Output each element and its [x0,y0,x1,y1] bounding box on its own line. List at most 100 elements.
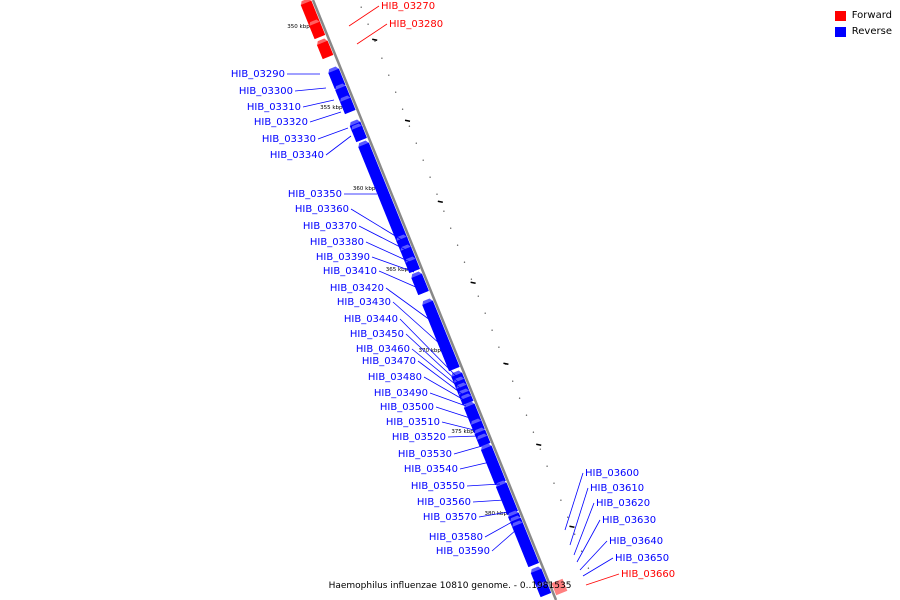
gene-label: HIB_03530 [398,449,452,460]
minor-tick-dot [553,482,555,484]
label-leader-line [582,557,614,577]
scale-tick-label: 375 kbp [451,429,474,435]
gene-block [309,21,326,40]
gene-block-bevel [537,581,548,588]
minor-tick-dot [546,465,548,467]
label-leader-line [399,318,457,377]
gene-label: HIB_03540 [404,464,458,475]
scale-tick-mark [470,281,476,284]
label-leader-line [459,461,491,470]
gene-label: HIB_03600 [585,468,639,479]
label-leader-line [358,225,407,251]
label-leader-line [405,333,459,383]
label-leader-line [348,5,380,27]
minor-tick-dot [450,227,452,229]
minor-tick-dot [518,397,521,399]
minor-tick-dot [477,295,479,297]
gene-label: HIB_03500 [380,402,434,413]
gene-label: HIB_03370 [303,221,357,232]
gene-block-bevel [335,83,346,90]
scale-tick-label: 370 kbp [419,348,442,354]
gene-block-bevel [309,19,320,26]
label-leader-line [576,519,601,563]
gene-block [480,445,506,486]
minor-tick-dot [415,142,417,144]
scale-tick-mark [503,362,509,365]
scale-tick-label: 355 kbp [320,105,343,111]
gene-block-bevel [460,393,472,400]
minor-tick-dot [443,210,445,212]
gene-label: HIB_03610 [590,483,644,494]
minor-tick-dot [532,431,535,433]
scale-tick-mark [372,38,378,41]
gene-label: HIB_03640 [609,536,663,547]
gene-block-bevel [496,480,507,487]
minor-tick-dot [560,499,562,501]
strand-legend: Forward Reverse [834,8,892,40]
gene-label: HIB_03310 [247,102,301,113]
gene-label: HIB_03560 [417,497,471,508]
gene-label: HIB_03430 [337,297,391,308]
gene-block-bevel [530,566,542,573]
minor-tick-dot [491,329,493,331]
label-leader-line [429,392,467,407]
gene-label: HIB_03360 [295,204,349,215]
label-leader-line [309,111,342,123]
gene-label: HIB_03410 [323,266,377,277]
gene-block [316,40,334,60]
reverse-swatch [834,26,846,37]
gene-block-bevel [358,140,369,147]
label-leader-line [569,487,589,546]
gene-label: HIB_03620 [596,498,650,509]
gene-label: HIB_03290 [231,69,285,80]
gene-block-bevel [508,510,519,517]
gene-label: HIB_03380 [310,237,364,248]
minor-tick-dot [567,516,569,518]
legend-forward-label: Forward [851,10,892,21]
label-leader-line [392,301,441,345]
gene-label: HIB_03390 [316,252,370,263]
gene-label: HIB_03660 [621,569,675,580]
gene-label: HIB_03440 [344,314,398,325]
gene-label: HIB_03420 [330,283,384,294]
label-leader-line [371,256,415,273]
label-leader-line [564,472,584,531]
gene-label: HIB_03350 [288,189,342,200]
gene-block-bevel [451,370,462,377]
minor-tick-dot [395,91,397,93]
gene-block-bevel [481,443,492,450]
label-leader-line [484,521,513,538]
label-leader-line [325,135,352,156]
gene-label: HIB_03320 [254,117,308,128]
gene-block-bevel [317,38,328,45]
scale-tick-label: 360 kbp [353,186,376,192]
minor-tick-dot [525,414,528,416]
gene-block-bevel [474,427,485,434]
gene-block-bevel [300,0,312,5]
label-leader-line [453,445,483,455]
gene-block-bevel [510,515,521,522]
label-leader-line [411,348,461,389]
label-leader-line [447,435,479,438]
gene-blocks [300,0,568,598]
gene-label: HIB_03580 [429,532,483,543]
label-leader-line [365,241,411,263]
scale-tick-label: 365 kbp [386,267,409,273]
gene-label: HIB_03330 [262,134,316,145]
gene-label: HIB_03650 [615,553,669,564]
minor-tick-dot [484,312,486,314]
minor-tick-dots [360,6,590,569]
label-leader-line [417,360,463,395]
gene-label: HIB_03450 [350,329,404,340]
gene-label: HIB_03590 [436,546,490,557]
label-leader-line [585,573,620,586]
label-leader-line [294,87,327,92]
minor-tick-dot [470,278,473,280]
minor-tick-dot [580,550,583,552]
minor-tick-dot [388,74,390,76]
gene-block-bevel [340,95,351,102]
gene-block [358,142,408,244]
gene-block-bevel [411,271,422,278]
legend-reverse-label: Reverse [851,26,892,37]
